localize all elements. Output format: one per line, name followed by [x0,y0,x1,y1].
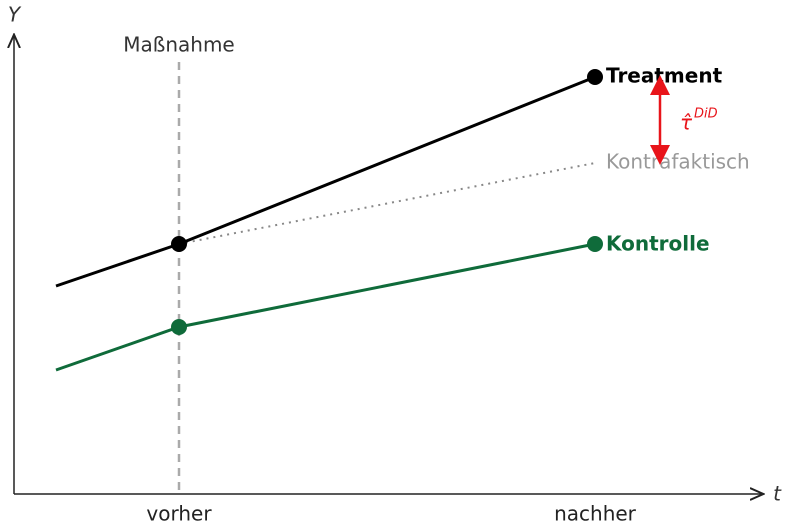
y-axis-label: Y [8,3,22,27]
control-label: Kontrolle [606,232,710,256]
treatment-line [55,75,596,288]
control-point [171,319,187,335]
time-label: nachher [554,502,637,526]
time-label: vorher [146,502,212,526]
effect-symbol: τ̂ [680,111,693,135]
effect-superscript: DiD [694,107,718,122]
treatment-point [171,236,187,252]
x-axis-label: t [773,482,782,506]
control-point [587,236,603,252]
counterfactual-label: Kontrafaktisch [606,150,750,174]
intervention-label: Maßnahme [123,33,235,57]
treatment-label: Treatment [606,64,723,88]
counterfactual-line [178,162,596,245]
treatment-point [587,69,603,85]
control-line [55,242,596,372]
